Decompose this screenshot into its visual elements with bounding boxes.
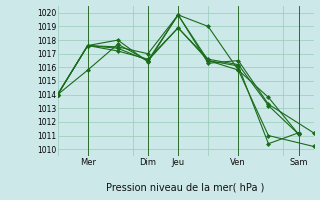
Text: Sam: Sam: [289, 158, 308, 167]
Text: Mer: Mer: [80, 158, 96, 167]
Text: Pression niveau de la mer( hPa ): Pression niveau de la mer( hPa ): [107, 183, 265, 193]
Text: Ven: Ven: [230, 158, 246, 167]
Text: Dim: Dim: [140, 158, 156, 167]
Text: Jeu: Jeu: [172, 158, 185, 167]
